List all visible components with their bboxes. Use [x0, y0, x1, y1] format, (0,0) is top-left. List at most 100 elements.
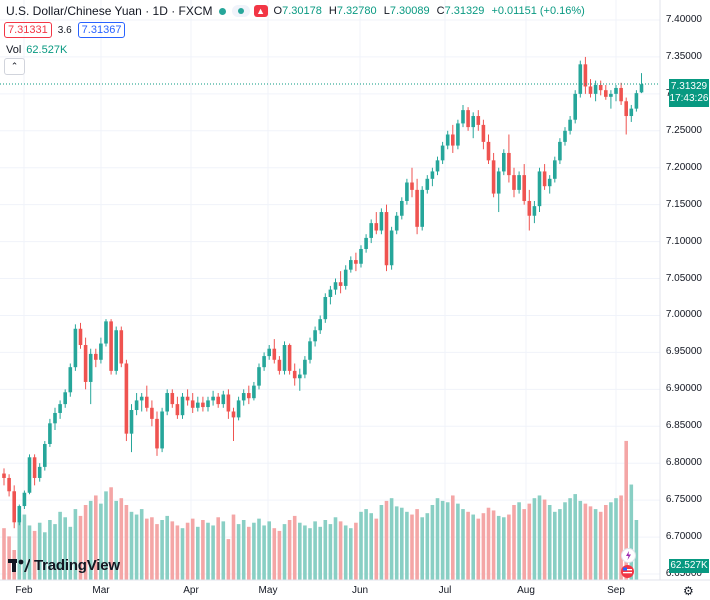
candle-body [542, 171, 547, 187]
candle [43, 441, 47, 471]
tradingview-logo[interactable]: TradingView [8, 557, 120, 574]
volume-bar [298, 522, 302, 580]
ohlc-values: O7.30178 H7.32780 L7.30089 C7.31329 +0.0… [274, 5, 589, 17]
candle-body [425, 178, 430, 190]
candle [119, 326, 124, 368]
candle [206, 396, 210, 412]
sell-price-button[interactable]: 7.31331 [4, 22, 52, 38]
volume-bar [221, 521, 226, 580]
candle [532, 200, 537, 224]
volume-bar [99, 503, 103, 580]
candle-body [369, 223, 373, 238]
candle [374, 212, 379, 235]
volume-bar [83, 505, 88, 580]
candle [349, 256, 353, 273]
candle-body [68, 367, 73, 393]
volume-bar [88, 500, 93, 580]
volume-bar [349, 528, 353, 580]
volume-bar [68, 526, 73, 580]
candle-body [134, 400, 139, 411]
candle [507, 134, 511, 183]
price-tick-label: 6.90000 [665, 383, 702, 395]
candle [333, 278, 338, 295]
eye-icon[interactable] [231, 5, 250, 17]
candle [384, 204, 389, 272]
volume-bar [318, 526, 322, 580]
candle [568, 116, 572, 135]
candle [165, 389, 169, 416]
gear-icon[interactable]: ⚙ [683, 584, 694, 598]
candle-body [374, 223, 379, 231]
us-flag-icon[interactable] [621, 565, 634, 578]
candle [476, 110, 481, 131]
volume-bar [206, 522, 210, 580]
candle [629, 104, 634, 122]
volume-bar [32, 530, 37, 580]
volume-bar [614, 498, 618, 580]
candle-body [614, 87, 618, 94]
candle [604, 85, 608, 100]
candle [364, 234, 368, 253]
tradingview-logo-icon [8, 558, 30, 572]
candle-body [139, 396, 144, 401]
flag-icon[interactable]: ▲ [253, 5, 268, 17]
candle [99, 337, 103, 364]
price-tick-label: 6.65000 [665, 568, 702, 579]
candle-body [226, 394, 231, 412]
last-price-label: 7.31329 17:43:26 [669, 79, 709, 107]
candle-body [114, 330, 118, 371]
candle-body [563, 130, 567, 142]
volume-bar [486, 507, 491, 580]
volume-legend[interactable]: Vol 62.527K [6, 44, 67, 56]
candle-body [201, 402, 205, 408]
candle [150, 400, 154, 427]
time-tick-label: Sep [607, 585, 625, 596]
volume-bar [267, 521, 271, 580]
candle [461, 104, 465, 128]
candle-body [333, 282, 338, 290]
volume-bar [155, 524, 159, 580]
candle-body [420, 189, 424, 227]
candle-body [445, 134, 450, 146]
candle [308, 337, 312, 364]
candle [196, 396, 200, 412]
volume-bar [379, 505, 384, 580]
candle-body [583, 64, 588, 87]
time-tick-label: Mar [92, 585, 110, 596]
volume-bar [532, 498, 537, 580]
candle-body [598, 85, 603, 91]
candle [394, 212, 399, 235]
volume-bar [37, 522, 42, 580]
volume-value: 62.527K [26, 44, 68, 56]
candle-body [318, 319, 322, 331]
candle [389, 226, 394, 270]
candle [639, 73, 644, 94]
candle [486, 134, 491, 165]
candle [129, 404, 134, 453]
candle-body [532, 206, 537, 216]
lightning-icon[interactable] [621, 548, 636, 563]
buy-price-button[interactable]: 7.31367 [77, 22, 126, 38]
symbol-title[interactable]: U.S. Dollar/Chinese Yuan · 1D · FXCM [6, 4, 213, 18]
collapse-legend-button[interactable]: ⌃ [4, 58, 25, 75]
candle-body [180, 396, 185, 416]
volume-bar [231, 514, 236, 580]
candle [252, 381, 256, 401]
candle [634, 90, 639, 112]
candle [109, 319, 113, 375]
candle-body [624, 101, 628, 117]
candle-body [328, 289, 333, 297]
candle-body [323, 297, 328, 320]
volume-bar [634, 520, 639, 580]
volume-bar [22, 514, 27, 580]
volume-bar [63, 517, 67, 580]
candle [420, 186, 424, 231]
candle [328, 285, 333, 305]
candle-body [471, 116, 475, 128]
candle-body [231, 411, 236, 418]
candle [211, 390, 215, 406]
volume-bar [553, 511, 557, 580]
candle [303, 356, 307, 379]
volume-bar [359, 511, 363, 580]
